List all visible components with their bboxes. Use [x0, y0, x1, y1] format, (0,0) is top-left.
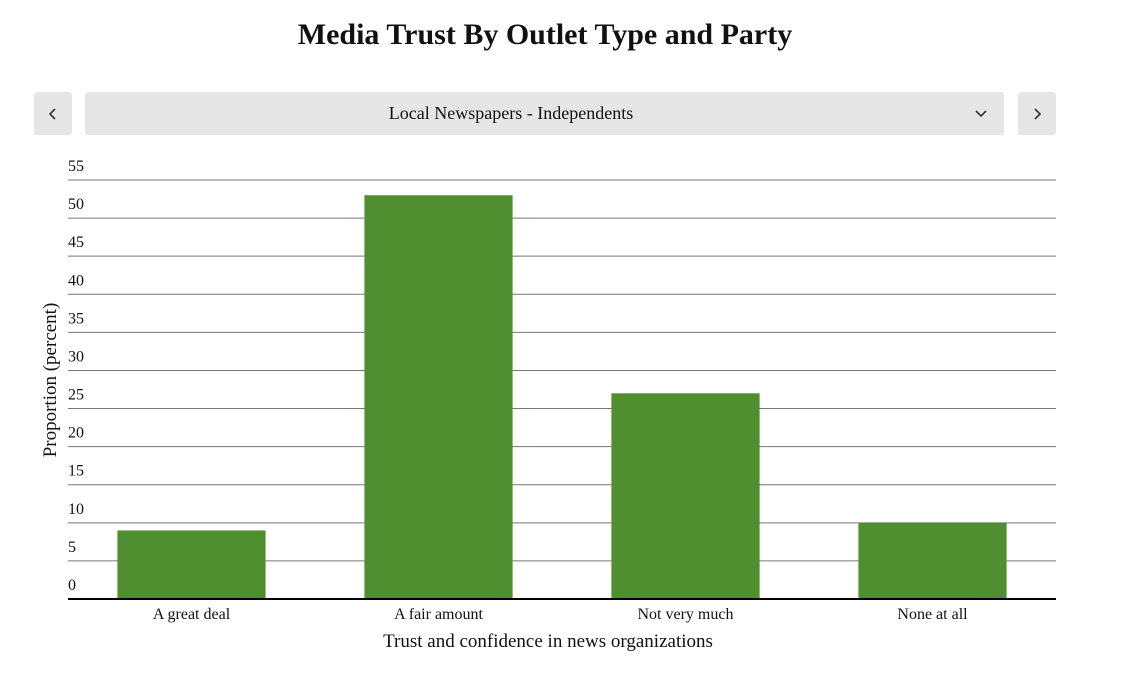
y-tick-label: 25: [68, 387, 84, 404]
bar: [611, 393, 760, 599]
dropdown-value[interactable]: Local Newspapers - Independents: [389, 103, 633, 123]
y-tick-label: 15: [68, 463, 84, 480]
next-icon: [1034, 108, 1042, 120]
y-tick-label: 50: [68, 196, 84, 213]
bar: [364, 195, 513, 599]
prev-button-bg[interactable]: [34, 92, 72, 135]
y-tick-label: 0: [68, 577, 76, 594]
dropdown[interactable]: Local Newspapers - Independents: [85, 92, 1004, 135]
dropdown-bg[interactable]: [85, 92, 1004, 135]
y-axis-title: Proportion (percent): [40, 303, 61, 458]
y-tick-label: 5: [68, 539, 76, 556]
x-axis-title: Trust and confidence in news organizatio…: [383, 631, 713, 652]
y-tick-label: 30: [68, 348, 84, 365]
dropdown-icon: [975, 110, 987, 118]
x-tick-label: None at all: [897, 606, 968, 623]
bar: [858, 522, 1007, 599]
x-tick-label: A fair amount: [394, 606, 483, 623]
y-tick-label: 40: [68, 272, 84, 289]
y-tick-label: 45: [68, 234, 84, 251]
prev-button[interactable]: [34, 92, 72, 135]
prev-icon: [48, 108, 56, 120]
x-tick-label: A great deal: [153, 606, 231, 623]
bar: [117, 530, 266, 599]
y-tick-label: 35: [68, 310, 84, 327]
y-tick-label: 10: [68, 501, 84, 518]
y-tick-label: 20: [68, 425, 84, 442]
chart-title: Media Trust By Outlet Type and Party: [298, 18, 792, 51]
next-button-bg[interactable]: [1018, 92, 1056, 135]
y-tick-label: 55: [68, 158, 84, 175]
next-button[interactable]: [1018, 92, 1056, 135]
x-tick-label: Not very much: [638, 606, 734, 623]
